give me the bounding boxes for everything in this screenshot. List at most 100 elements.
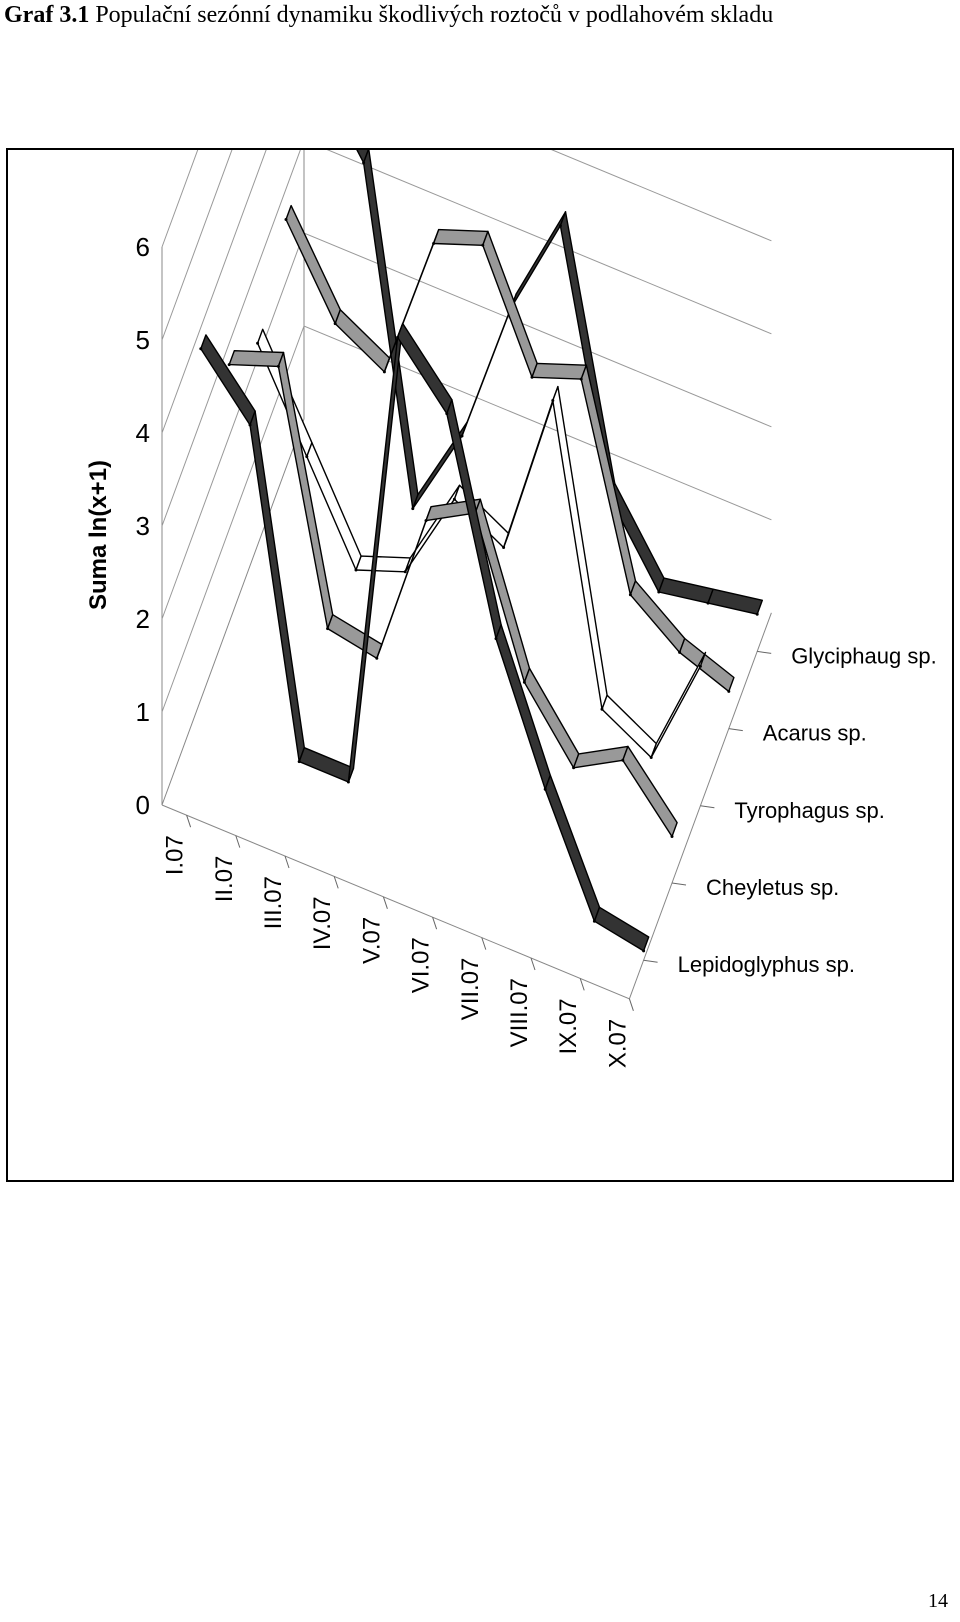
data-point (698, 664, 702, 668)
series-axis-labels: Lepidoglyphus sp. Cheyletus sp. Tyrophagus… (643, 643, 937, 977)
data-point (382, 370, 386, 374)
series-segment (523, 667, 580, 769)
data-point (276, 364, 280, 368)
y-tick-label: 3 (136, 511, 150, 541)
x-tick-label: II.07 (211, 856, 238, 903)
data-point (199, 347, 203, 351)
x-tick-mark (530, 957, 536, 971)
series-tick-mark (700, 805, 715, 809)
chart-frame: 0 1 2 3 4 5 6 I.07 II.07 III.07 IV.07 V.07 VI.07 VII… (6, 148, 954, 1182)
data-point (375, 656, 379, 660)
series-segment (650, 651, 707, 759)
series-tick-mark (728, 728, 743, 732)
data-point (628, 593, 632, 597)
data-point (522, 680, 526, 684)
data-point (755, 612, 759, 616)
series-tick-mark (671, 882, 687, 886)
data-point (305, 455, 309, 459)
series-tick-mark (757, 650, 772, 654)
x-tick-label: VII.07 (457, 958, 484, 1021)
x-tick-mark (235, 835, 241, 848)
series-segment (678, 637, 735, 693)
data-point (657, 590, 661, 594)
data-point (256, 341, 260, 345)
series-segment (544, 774, 601, 922)
data-point (227, 363, 231, 367)
data-point (579, 377, 583, 381)
x-tick-label: III.07 (260, 876, 287, 929)
y-tick-label: 5 (136, 325, 150, 355)
gridline (161, 150, 233, 341)
series-segment (326, 614, 383, 659)
x-tick-label: IV.07 (309, 896, 336, 950)
data-point (502, 546, 506, 549)
x-tick-mark (481, 937, 487, 950)
series-axis-label: Tyrophagus sp. (734, 798, 884, 823)
data-point (248, 423, 252, 427)
series-axis-label: Acarus sp. (763, 721, 867, 746)
series-axis-label: Lepidoglyphus sp. (678, 952, 855, 977)
data-point (706, 601, 710, 605)
series-segment (228, 350, 285, 368)
chart-title-text: Populační sezónní dynamiku škodlivých ro… (95, 2, 774, 28)
series-segment (334, 309, 391, 373)
x-tick-label: IX.07 (555, 998, 582, 1054)
series-segment (298, 747, 355, 783)
data-point (649, 756, 653, 759)
data-point (333, 322, 337, 326)
data-point (284, 218, 288, 221)
series-axis-label: Glyciphaug sp. (791, 643, 937, 668)
data-point (670, 835, 674, 838)
gridline (161, 325, 772, 713)
data-point (354, 568, 358, 572)
y-tick-label: 4 (136, 418, 150, 448)
x-tick-label: I.07 (162, 835, 189, 875)
x-axis-ticks: I.07 II.07 III.07 IV.07 V.07 VI.07 VII.07 VIII.… (162, 815, 634, 1068)
series-segment (432, 228, 489, 247)
x-tick-label: V.07 (358, 917, 385, 964)
x-tick-mark (628, 998, 634, 1011)
series-segment (502, 385, 559, 549)
chart-title: Graf 3.1 Populační sezónní dynamiku škod… (4, 2, 773, 29)
data-point (572, 766, 576, 770)
x-tick-mark (333, 876, 339, 889)
data-point (678, 650, 682, 654)
series-segment (356, 150, 370, 164)
data-point (592, 919, 596, 923)
y-tick-label: 6 (136, 232, 150, 262)
x-tick-mark (382, 896, 388, 909)
floor-left-edge (161, 418, 305, 806)
data-point (403, 570, 407, 574)
series-segment (285, 204, 342, 325)
data-point (445, 412, 449, 416)
data-point (346, 780, 350, 784)
x-tick-label: VI.07 (408, 937, 435, 993)
data-point (621, 758, 625, 762)
chart-plot-area: 0 1 2 3 4 5 6 I.07 II.07 III.07 IV.07 V.07 VI.07 VII… (85, 150, 937, 1068)
series-segment (593, 906, 650, 952)
y-tick-label: 1 (136, 697, 150, 727)
data-point (558, 224, 562, 228)
data-point (481, 243, 485, 247)
series-segment (362, 150, 419, 510)
series-axis-label: Cheyletus sp. (706, 875, 839, 900)
series-segment (531, 362, 588, 380)
x-tick-mark (186, 815, 192, 828)
data-point (551, 399, 555, 402)
data-point (460, 434, 464, 438)
x-tick-label: X.07 (604, 1019, 631, 1068)
series-ribbon (199, 322, 650, 953)
data-point (326, 627, 330, 631)
y-tick-label: 2 (136, 604, 150, 634)
gridline (161, 150, 772, 434)
data-point (297, 760, 301, 764)
series-ribbons (199, 150, 764, 953)
data-point (494, 637, 498, 641)
data-point (543, 787, 547, 791)
y-axis-label: Suma ln(x+1) (85, 460, 112, 610)
series-segment (707, 588, 764, 615)
x-tick-mark (284, 855, 290, 869)
x-tick-mark (432, 917, 438, 930)
series-segment (376, 506, 432, 659)
series-segment (572, 745, 629, 769)
